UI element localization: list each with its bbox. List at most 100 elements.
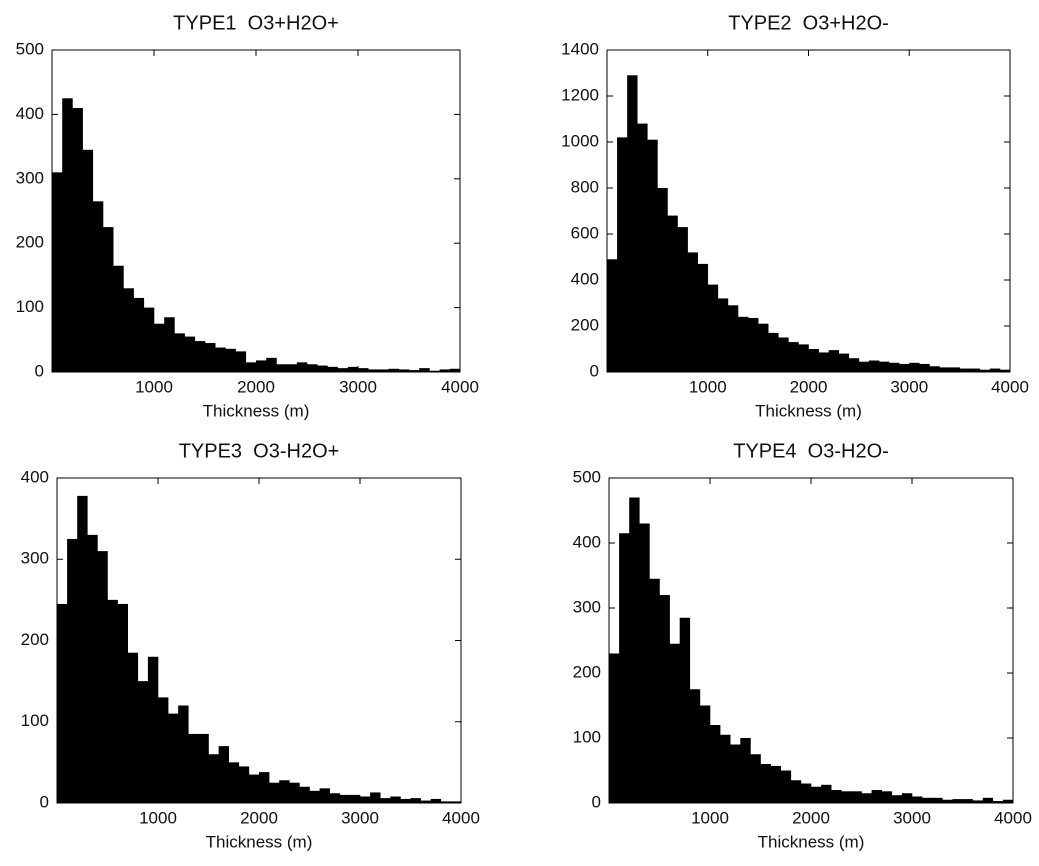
histogram-bar: [117, 603, 128, 803]
histogram-bar: [358, 368, 369, 372]
histogram-bar: [440, 801, 452, 803]
histogram-bar: [92, 201, 104, 372]
y-tick-label: 500: [16, 39, 44, 58]
histogram-bar: [107, 599, 118, 803]
x-tick-label: 2000: [240, 808, 278, 827]
x-tick-label: 2000: [237, 377, 275, 396]
y-tick-label: 100: [16, 297, 44, 316]
histogram-bar: [296, 362, 308, 372]
histogram-bar: [410, 798, 421, 803]
histogram-bar: [329, 793, 341, 803]
y-tick-label: 0: [35, 361, 44, 380]
histogram-bar: [215, 347, 226, 372]
y-tick-label: 200: [571, 315, 599, 334]
histogram-bar: [158, 697, 169, 803]
histogram-bar: [256, 360, 267, 372]
histogram-bar: [238, 766, 250, 803]
x-tick-label: 2000: [790, 377, 828, 396]
x-tick-label: 1000: [691, 808, 729, 827]
histogram-bar: [266, 357, 277, 372]
histogram-bar: [164, 317, 175, 372]
x-axis-label: Thickness (m): [755, 401, 862, 420]
y-tick-label: 200: [573, 662, 601, 681]
histogram-bar: [127, 652, 139, 803]
x-tick-label: 1000: [139, 808, 177, 827]
histogram-bar: [439, 369, 451, 372]
histogram-bar: [919, 363, 930, 372]
histogram-bar: [889, 362, 900, 372]
histogram-bar: [248, 774, 260, 803]
histogram-bar: [949, 367, 960, 372]
histogram-bar: [851, 791, 862, 803]
y-tick-label: 300: [21, 549, 49, 568]
histogram-bar: [168, 713, 179, 803]
histogram-bar: [999, 369, 1011, 372]
x-tick-label: 4000: [441, 377, 479, 396]
histogram-bar: [899, 363, 910, 372]
x-tick-label: 4000: [991, 377, 1029, 396]
y-tick-label: 0: [590, 361, 599, 380]
histogram-bar: [307, 364, 318, 372]
histogram-bar: [727, 305, 739, 372]
x-tick-label: 3000: [893, 808, 931, 827]
histogram-bar: [218, 746, 229, 803]
histogram-bar: [982, 797, 994, 803]
histogram-bar: [689, 689, 701, 803]
y-tick-label: 400: [571, 269, 599, 288]
y-tick-label: 500: [573, 467, 601, 486]
histogram-bar: [419, 368, 430, 372]
histogram-bar: [798, 344, 809, 372]
histogram-bar: [429, 370, 440, 372]
histogram-bar: [699, 705, 711, 803]
histogram-bar: [778, 337, 789, 372]
histogram-bar: [748, 317, 759, 372]
y-tick-label: 0: [40, 792, 49, 811]
histogram-bar: [113, 265, 124, 372]
histogram-bar: [932, 797, 943, 803]
histogram-bar: [67, 538, 78, 803]
histogram-bar: [639, 523, 650, 803]
chart-title: TYPE4 O3-H2O-: [733, 440, 889, 462]
histogram-bar: [279, 780, 290, 803]
y-tick-label: 600: [571, 223, 599, 242]
histogram-bar: [637, 123, 648, 372]
histogram-bar: [339, 794, 351, 803]
histogram-bar: [669, 643, 680, 803]
histogram-bar: [962, 799, 973, 803]
histogram-bar: [952, 799, 963, 803]
y-tick-label: 300: [573, 597, 601, 616]
histogram-bar: [841, 791, 852, 803]
y-tick-label: 100: [573, 727, 601, 746]
histogram-bar: [828, 350, 840, 372]
histogram-bar: [87, 534, 98, 803]
histogram-bar: [770, 765, 781, 803]
histogram-bar: [901, 793, 913, 803]
histogram-bar: [679, 617, 691, 803]
histogram-bar: [881, 791, 893, 803]
histogram-bar: [228, 762, 240, 803]
x-tick-label: 2000: [792, 808, 830, 827]
histogram-bar: [848, 358, 860, 372]
histogram-bar: [319, 788, 330, 803]
histogram-bar: [758, 323, 769, 372]
x-tick-label: 1000: [689, 377, 727, 396]
histogram-bar: [198, 733, 209, 803]
histogram-bar: [82, 149, 94, 372]
histogram-bar: [627, 75, 638, 373]
y-tick-label: 200: [21, 630, 49, 649]
histogram-bar: [259, 772, 270, 803]
histogram-bar: [380, 798, 391, 803]
histogram-bar: [858, 361, 870, 372]
histogram-bar: [760, 764, 771, 803]
histogram-bar: [969, 368, 981, 372]
y-tick-label: 300: [16, 168, 44, 187]
chart-title: TYPE3 O3-H2O+: [179, 440, 340, 462]
y-tick-label: 200: [16, 233, 44, 252]
histogram-bar: [811, 786, 822, 803]
histogram-bar: [607, 259, 618, 372]
histogram-bar: [137, 681, 149, 803]
histogram-bar: [939, 367, 950, 372]
histogram-bar: [619, 533, 630, 803]
histogram-bar: [269, 782, 280, 803]
